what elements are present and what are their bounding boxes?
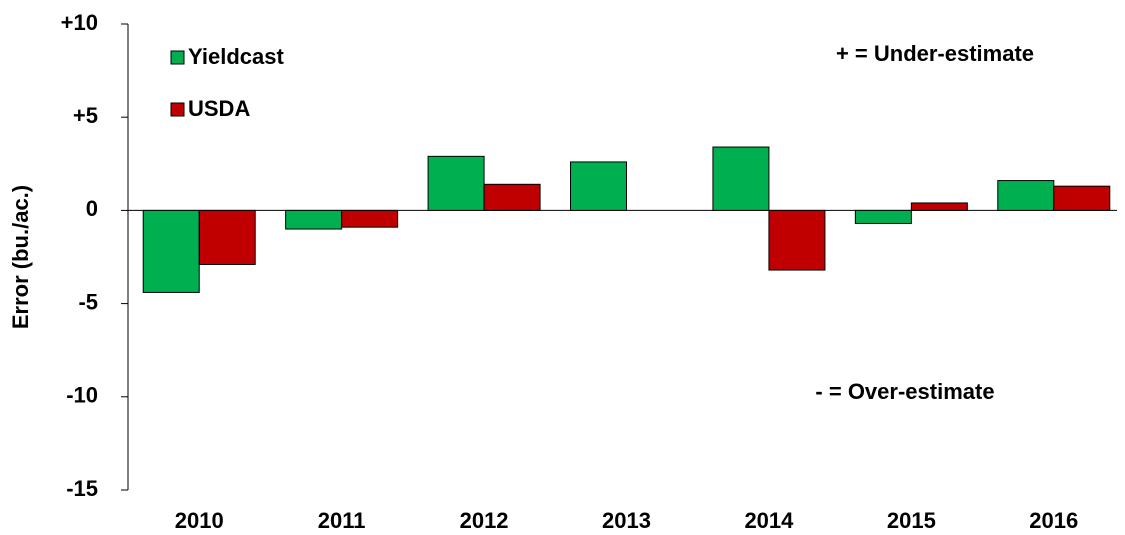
y-tick-label: -5 <box>78 289 98 314</box>
x-tick-label: 2012 <box>460 508 509 533</box>
bar <box>712 146 770 211</box>
bar <box>570 161 627 211</box>
x-tick-label: 2013 <box>602 508 651 533</box>
x-tick-label: 2014 <box>744 508 794 533</box>
y-tick-label: +5 <box>73 103 98 128</box>
bar <box>768 209 826 271</box>
y-tick-label: -10 <box>66 383 98 408</box>
bar <box>483 183 541 211</box>
bar <box>997 180 1055 211</box>
bar <box>854 209 912 224</box>
x-tick-label: 2015 <box>887 508 936 533</box>
annotation: - = Over-estimate <box>815 379 994 404</box>
bar <box>341 209 399 228</box>
bar <box>198 209 256 265</box>
x-tick-label: 2011 <box>318 508 366 533</box>
y-tick-label: 0 <box>86 196 98 221</box>
bar <box>427 155 485 211</box>
legend-swatch <box>170 50 185 65</box>
bar <box>910 202 968 211</box>
y-tick-label: -15 <box>66 476 98 501</box>
bar <box>142 209 200 293</box>
x-tick-label: 2016 <box>1029 508 1078 533</box>
annotation: + = Under-estimate <box>836 41 1034 66</box>
legend-swatch <box>170 102 185 117</box>
y-tick-label: +10 <box>61 10 98 35</box>
bar <box>1053 185 1111 211</box>
x-tick-label: 2010 <box>175 508 224 533</box>
legend-label: USDA <box>188 96 250 121</box>
y-axis-label: Error (bu./ac.) <box>8 185 33 329</box>
legend-label: Yieldcast <box>188 44 284 69</box>
bar <box>285 209 343 230</box>
